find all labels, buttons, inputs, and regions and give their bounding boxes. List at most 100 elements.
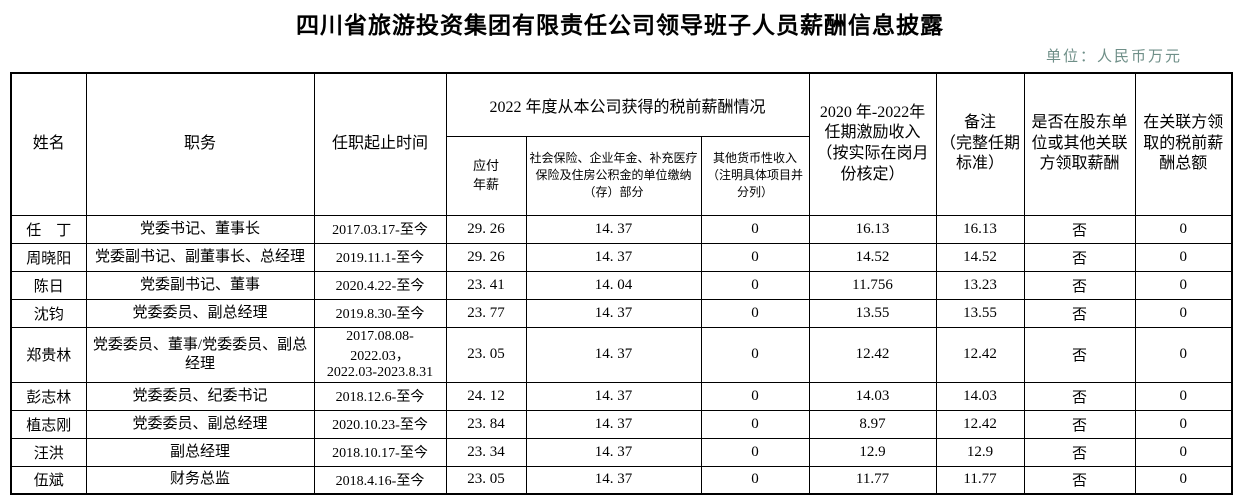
cell-payable: 29. 26 [445,214,527,244]
cell-insurance: 14. 37 [525,298,702,328]
header-tenure: 任职起止时间 [313,72,447,216]
cell-other-income: 0 [700,409,810,439]
table-row: 任 丁 党委书记、董事长 2017.03.17-至今 29. 26 14. 37… [10,214,1233,244]
header-payable-salary: 应付 年薪 [445,135,527,216]
cell-incentive: 16.13 [808,214,937,244]
cell-other-income: 0 [700,437,810,467]
cell-related-total: 0 [1134,270,1233,300]
table-row: 植志刚 党委委员、副总经理 2020.10.23-至今 23. 84 14. 3… [10,409,1233,439]
cell-position: 党委委员、副总经理 [85,298,315,328]
cell-remark: 12.42 [935,326,1025,383]
cell-position: 党委书记、董事长 [85,214,315,244]
salary-disclosure-table: 姓名 职务 任职起止时间 2022 年度从本公司获得的税前薪酬情况 2020 年… [10,71,1234,495]
cell-insurance: 14. 37 [525,381,702,411]
cell-tenure: 2020.10.23-至今 [313,409,447,439]
cell-position: 党委委员、董事/党委委员、副总经理 [85,326,315,383]
cell-tenure: 2019.8.30-至今 [313,298,447,328]
table-row: 沈钧 党委委员、副总经理 2019.8.30-至今 23. 77 14. 37 … [10,298,1233,328]
cell-other-income: 0 [700,298,810,328]
cell-flag: 否 [1023,326,1136,383]
cell-incentive: 12.9 [808,437,937,467]
cell-position: 副总经理 [85,437,315,467]
cell-insurance: 14. 37 [525,409,702,439]
cell-name: 沈钧 [10,298,87,328]
cell-other-income: 0 [700,270,810,300]
header-term-incentive: 2020 年-2022年任期激励收入（按实际在岗月份核定） [808,72,937,216]
cell-name: 陈日 [10,270,87,300]
cell-remark: 16.13 [935,214,1025,244]
cell-related-total: 0 [1134,326,1233,383]
cell-related-total: 0 [1134,381,1233,411]
cell-tenure: 2018.12.6-至今 [313,381,447,411]
cell-tenure: 2017.08.08-2022.03， 2022.03-2023.8.31 [313,326,447,383]
cell-name: 周晓阳 [10,242,87,272]
cell-remark: 14.03 [935,381,1025,411]
unit-note: 单位：人民币万元 [1045,48,1182,65]
cell-tenure: 2020.4.22-至今 [313,270,447,300]
cell-incentive: 13.55 [808,298,937,328]
table-header: 姓名 职务 任职起止时间 2022 年度从本公司获得的税前薪酬情况 2020 年… [10,72,1233,216]
cell-payable: 23. 34 [445,437,527,467]
cell-name: 任 丁 [10,214,87,244]
cell-insurance: 14. 37 [525,214,702,244]
cell-tenure: 2018.10.17-至今 [313,437,447,467]
cell-payable: 23. 41 [445,270,527,300]
cell-related-total: 0 [1134,242,1233,272]
cell-payable: 29. 26 [445,242,527,272]
cell-remark: 13.23 [935,270,1025,300]
cell-flag: 否 [1023,270,1136,300]
cell-incentive: 12.42 [808,326,937,383]
cell-insurance: 14. 04 [525,270,702,300]
cell-name: 植志刚 [10,409,87,439]
table-row: 陈日 党委副书记、董事 2020.4.22-至今 23. 41 14. 04 0… [10,270,1233,300]
cell-remark: 14.52 [935,242,1025,272]
cell-other-income: 0 [700,381,810,411]
header-other-cash-income: 其他货币性收入（注明具体项目并分列） [700,135,810,216]
cell-position: 党委副书记、副董事长、总经理 [85,242,315,272]
header-related-party-total: 在关联方领取的税前薪酬总额 [1134,72,1233,216]
cell-other-income: 0 [700,214,810,244]
cell-remark: 12.9 [935,437,1025,467]
cell-related-total: 0 [1134,298,1233,328]
cell-position: 党委副书记、董事 [85,270,315,300]
cell-other-income: 0 [700,242,810,272]
cell-tenure: 2017.03.17-至今 [313,214,447,244]
header-name: 姓名 [10,72,87,216]
table-row: 彭志林 党委委员、纪委书记 2018.12.6-至今 24. 12 14. 37… [10,381,1233,411]
cell-payable: 24. 12 [445,381,527,411]
cell-incentive: 8.97 [808,409,937,439]
cell-name: 彭志林 [10,381,87,411]
cell-flag: 否 [1023,214,1136,244]
cell-payable: 23. 77 [445,298,527,328]
cell-remark: 13.55 [935,298,1025,328]
cell-flag: 否 [1023,409,1136,439]
header-other-entity-flag: 是否在股东单位或其他关联方领取薪酬 [1023,72,1136,216]
cell-position: 党委委员、纪委书记 [85,381,315,411]
cell-incentive: 14.03 [808,381,937,411]
cell-related-total: 0 [1134,214,1233,244]
cell-flag: 否 [1023,437,1136,467]
cell-position: 党委委员、副总经理 [85,409,315,439]
cell-remark: 12.42 [935,409,1025,439]
cell-name: 郑贵林 [10,326,87,383]
cell-related-total: 0 [1134,437,1233,467]
cell-tenure: 2019.11.1-至今 [313,242,447,272]
table-row: 汪洪 副总经理 2018.10.17-至今 23. 34 14. 37 0 12… [10,437,1233,467]
table-body: 任 丁 党委书记、董事长 2017.03.17-至今 29. 26 14. 37… [10,214,1233,495]
cell-incentive: 11.756 [808,270,937,300]
cell-flag: 否 [1023,242,1136,272]
table-row: 郑贵林 党委委员、董事/党委委员、副总经理 2017.08.08-2022.03… [10,326,1233,383]
header-position: 职务 [85,72,315,216]
cell-name: 汪洪 [10,437,87,467]
page-title: 四川省旅游投资集团有限责任公司领导班子人员薪酬信息披露 [296,12,944,38]
cell-flag: 否 [1023,298,1136,328]
cell-incentive: 14.52 [808,242,937,272]
table-row: 周晓阳 党委副书记、副董事长、总经理 2019.11.1-至今 29. 26 1… [10,242,1233,272]
cell-other-income: 0 [700,326,810,383]
header-social-insurance: 社会保险、企业年金、补充医疗保险及住房公积金的单位缴纳（存）部分 [525,135,702,216]
cell-insurance: 14. 37 [525,326,702,383]
header-remark: 备注 （完整任期标准） [935,72,1025,216]
cell-related-total: 0 [1134,409,1233,439]
header-salary-2022-group: 2022 年度从本公司获得的税前薪酬情况 [445,72,810,137]
cell-insurance: 14. 37 [525,242,702,272]
